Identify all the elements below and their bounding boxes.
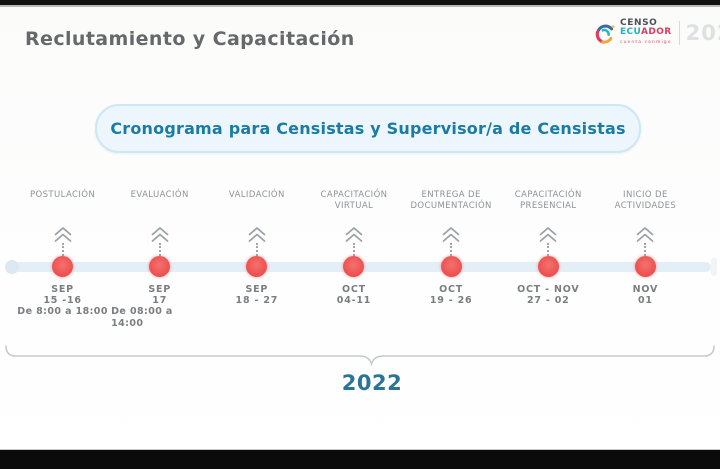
brand-line1: CENSO <box>620 18 658 28</box>
dotted-connector <box>158 243 161 256</box>
step-label: VALIDACIÓN <box>228 190 285 200</box>
step-label: EVALUACIÓN <box>130 190 189 200</box>
dotted-connector <box>255 243 258 256</box>
step-month: OCT - NOV <box>517 284 580 295</box>
timeline-step-evaluacion: EVALUACIÓN SEP 17 De 08:00 a 14:00 <box>111 190 208 330</box>
step-month: SEP <box>245 284 269 295</box>
timeline-end-notch <box>711 258 717 276</box>
double-chevron-up-icon <box>248 227 266 242</box>
timeline-step-validacion: VALIDACIÓN SEP 18 - 27 <box>208 190 305 330</box>
step-month: SEP <box>148 284 172 295</box>
double-chevron-up-icon <box>442 227 460 242</box>
step-days: 01 <box>638 295 653 306</box>
page-title: Reclutamiento y Capacitación <box>25 28 355 50</box>
step-days: 27 - 02 <box>526 295 570 306</box>
timeline-dot <box>440 256 462 277</box>
letterbox-bottom <box>0 449 720 469</box>
double-chevron-up-icon <box>54 227 71 242</box>
censo-swirl-icon <box>595 24 615 44</box>
brand-wordmark: CENSO ECUADOR cuenta conmigo <box>620 19 672 47</box>
step-label: CAPACITACIÓN PRESENCIAL <box>514 190 582 211</box>
timeline-step-capacitacion-virtual: CAPACITACIÓN VIRTUAL OCT 04-11 <box>305 190 402 330</box>
step-label: POSTULACIÓN <box>30 190 96 200</box>
double-chevron-up-icon <box>539 227 557 242</box>
dotted-connector <box>644 243 647 256</box>
dotted-connector <box>450 243 453 256</box>
step-days: 17 <box>152 295 168 306</box>
timeline-step-postulacion: POSTULACIÓN SEP 15 -16 De 8:00 a 18:00 <box>14 190 111 330</box>
timeline-steps: POSTULACIÓN SEP 15 -16 De 8:00 a 18:00 E… <box>14 190 694 330</box>
step-month: SEP <box>51 284 74 295</box>
step-label: CAPACITACIÓN VIRTUAL <box>320 190 388 211</box>
dotted-connector <box>547 243 550 256</box>
timeline-dot <box>149 256 171 277</box>
brand-line2: ECUADOR <box>620 27 672 37</box>
double-chevron-up-icon <box>345 227 363 242</box>
year-brace <box>5 345 715 367</box>
timeline-dot <box>246 256 268 277</box>
double-chevron-up-icon <box>151 227 169 242</box>
timeline-start-cap <box>5 260 19 274</box>
banner-pill: Cronograma para Censistas y Supervisor/a… <box>95 104 641 153</box>
dotted-connector <box>61 243 64 256</box>
step-days: 18 - 27 <box>235 295 279 306</box>
step-month: OCT <box>439 284 464 295</box>
step-hours: De 8:00 a 18:00 <box>17 306 108 317</box>
timeline-step-inicio-actividades: INICIO DE ACTIVIDADES NOV 01 <box>597 190 694 330</box>
timeline-dot <box>52 256 74 277</box>
step-days: 15 -16 <box>43 295 82 306</box>
step-label: INICIO DE ACTIVIDADES <box>614 190 677 211</box>
step-days: 04-11 <box>336 295 372 306</box>
step-month: NOV <box>632 284 659 295</box>
timeline-step-capacitacion-presencial: CAPACITACIÓN PRESENCIAL OCT - NOV 27 - 0… <box>500 190 597 330</box>
censo-ecuador-logo: CENSO ECUADOR cuenta conmigo 2022 <box>594 19 720 47</box>
brand-tagline: cuenta conmigo <box>620 40 672 45</box>
timeline-dot <box>537 256 559 277</box>
year-label: 2022 <box>341 371 403 395</box>
timeline-dot <box>343 256 365 277</box>
timeline-dot <box>634 256 656 277</box>
double-chevron-up-icon <box>637 227 654 242</box>
brand-divider <box>678 21 680 45</box>
brand-year-watermark: 2022 <box>685 21 720 45</box>
step-days: 19 - 26 <box>429 295 473 306</box>
banner-title: Cronograma para Censistas y Supervisor/a… <box>110 119 626 138</box>
letterbox-top <box>0 0 720 7</box>
step-label: ENTREGA DE DOCUMENTACIÓN <box>410 190 492 211</box>
timeline-step-entrega-documentacion: ENTREGA DE DOCUMENTACIÓN OCT 19 - 26 <box>403 190 500 330</box>
step-hours: De 08:00 a 14:00 <box>111 306 173 329</box>
step-month: OCT <box>342 284 366 295</box>
dotted-connector <box>352 243 355 256</box>
